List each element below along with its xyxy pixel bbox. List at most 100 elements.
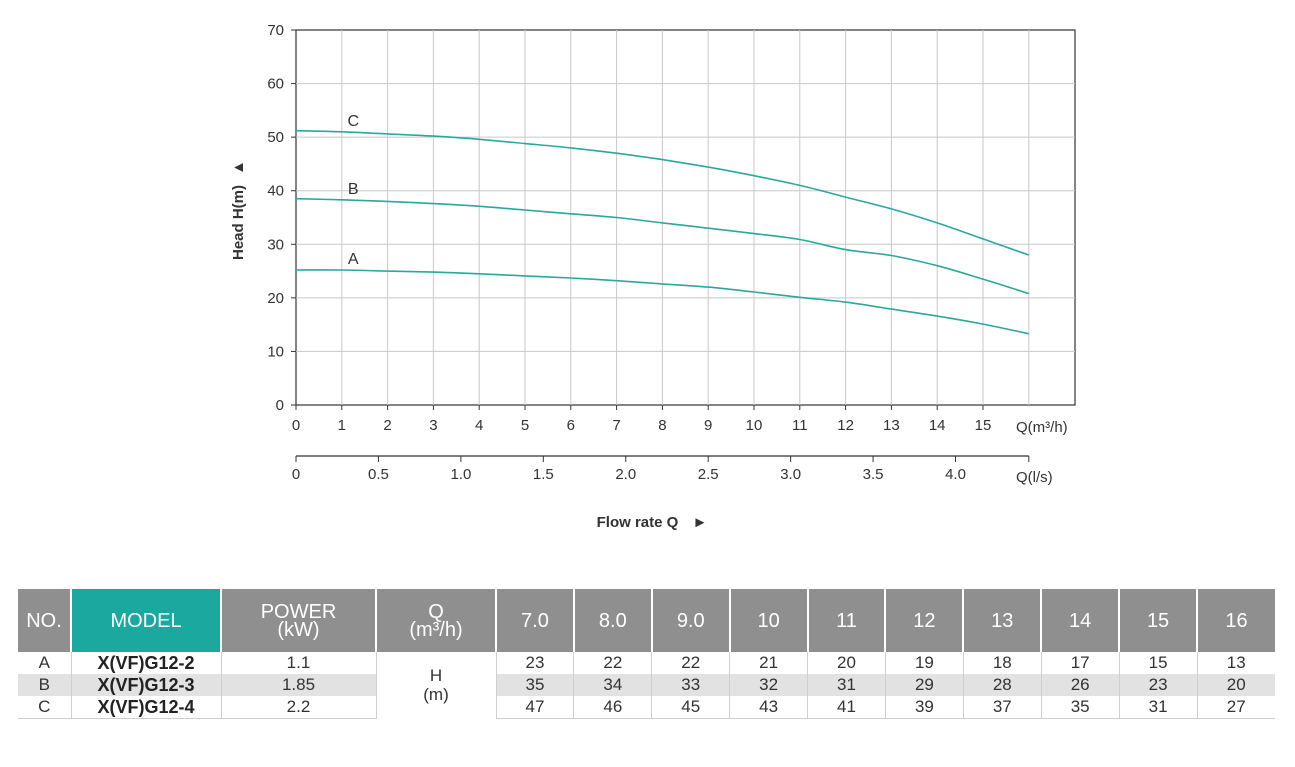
x-tick-label: 12 xyxy=(837,417,854,434)
cell-head: 21 xyxy=(729,652,809,674)
cell-head: 39 xyxy=(885,696,964,719)
cell-head: 17 xyxy=(1041,652,1120,674)
curve-b xyxy=(295,197,1030,295)
cell-head: 19 xyxy=(885,652,964,674)
y-tick-label: 30 xyxy=(267,236,284,253)
x-axis-title: Flow rate Q ► xyxy=(597,514,708,531)
cell-model: X(VF)G12-3 xyxy=(71,674,222,696)
cell-head: 45 xyxy=(651,696,731,719)
cell-head: 34 xyxy=(573,674,653,696)
x-axis-ls: 0 0.5 1.0 1.5 2.0 2.5 3.0 3.5 4.0 Q(l/s) xyxy=(292,455,1053,486)
header-power-label: POWER xyxy=(260,600,337,623)
cell-head: 13 xyxy=(1197,652,1275,674)
cell-head: 43 xyxy=(729,696,809,719)
header-flow: 12 xyxy=(885,589,965,652)
performance-table: NO. MODEL POWER (kW) Q (m³/h) 7.0 8.0 9.0 … xyxy=(18,589,1275,719)
cell-head: 23 xyxy=(496,652,575,674)
cell-no: A xyxy=(18,652,72,674)
curve-c xyxy=(295,129,1030,256)
x-tick-label: 14 xyxy=(929,417,946,434)
cell-head: 31 xyxy=(807,674,886,696)
x2-tick-label: 3.5 xyxy=(863,466,884,483)
curve-label-b: B xyxy=(348,181,359,198)
x-unit-label: Q(m³/h) xyxy=(1016,419,1068,436)
y-axis: 0 10 20 30 40 50 60 70 xyxy=(267,22,296,414)
header-power-unit: (kW) xyxy=(277,618,320,641)
header-q-unit: (m³/h) xyxy=(409,618,463,641)
x-tick-label: 13 xyxy=(883,417,900,434)
header-flow: 9.0 xyxy=(651,589,731,652)
x2-unit-label: Q(l/s) xyxy=(1016,469,1053,486)
cell-head: 47 xyxy=(496,696,575,719)
x-axis-arrow-icon: ► xyxy=(693,514,708,531)
y-tick-label: 10 xyxy=(267,343,284,360)
cell-head: 18 xyxy=(963,652,1042,674)
header-flow: 11 xyxy=(807,589,887,652)
x-axis-m3h: 0 1 2 3 4 5 6 7 8 9 10 11 12 13 14 15 Q(m³/h) xyxy=(292,405,1068,436)
cell-no: C xyxy=(18,696,72,719)
x-tick-label: 0 xyxy=(292,417,300,434)
cell-head: 28 xyxy=(963,674,1042,696)
svg-text:Head H(m) ▲: Head H(m) ▲ xyxy=(230,160,247,260)
curve-label-a: A xyxy=(348,251,359,268)
x2-tick-label: 0.5 xyxy=(368,466,389,483)
cell-head: 32 xyxy=(729,674,809,696)
x-tick-label: 11 xyxy=(792,417,808,434)
x2-tick-label: 4.0 xyxy=(945,466,966,483)
x-tick-label: 2 xyxy=(383,417,391,434)
header-flow: 10 xyxy=(729,589,809,652)
cell-h-unit: H (m) xyxy=(376,652,497,719)
cell-head: 35 xyxy=(1041,696,1120,719)
header-model: MODEL xyxy=(71,589,222,652)
chart-grid xyxy=(295,29,1076,406)
cell-power: 1.85 xyxy=(221,674,377,696)
y-axis-label: Head H(m) xyxy=(230,185,247,260)
cell-head: 22 xyxy=(651,652,731,674)
header-flow: 13 xyxy=(963,589,1043,652)
x-tick-label: 3 xyxy=(429,417,437,434)
x2-tick-label: 0 xyxy=(292,466,300,483)
x-tick-label: 10 xyxy=(746,417,763,434)
header-flow: 15 xyxy=(1119,589,1199,652)
performance-curves: A B C xyxy=(295,113,1030,335)
cell-model: X(VF)G12-2 xyxy=(71,652,222,674)
cell-model: X(VF)G12-4 xyxy=(71,696,222,719)
cell-head: 15 xyxy=(1119,652,1198,674)
x2-tick-label: 1.5 xyxy=(533,466,554,483)
cell-no: B xyxy=(18,674,72,696)
header-q-label: Q xyxy=(428,600,444,623)
x-tick-label: 7 xyxy=(612,417,620,434)
x-tick-label: 6 xyxy=(567,417,575,434)
x-tick-label: 5 xyxy=(521,417,529,434)
cell-head: 33 xyxy=(651,674,731,696)
x2-tick-label: 2.5 xyxy=(698,466,719,483)
x-axis-label: Flow rate Q xyxy=(597,514,679,531)
x2-tick-label: 2.0 xyxy=(615,466,636,483)
y-tick-label: 40 xyxy=(267,183,284,200)
cell-head: 27 xyxy=(1197,696,1275,719)
h-label: H xyxy=(429,666,443,686)
header-flow: 7.0 xyxy=(496,589,575,652)
cell-head: 46 xyxy=(573,696,653,719)
cell-head: 26 xyxy=(1041,674,1120,696)
y-tick-label: 20 xyxy=(267,290,284,307)
cell-head: 35 xyxy=(496,674,575,696)
header-power: POWER (kW) xyxy=(221,589,377,652)
cell-head: 31 xyxy=(1119,696,1198,719)
header-flow: 14 xyxy=(1041,589,1121,652)
x-tick-label: 1 xyxy=(338,417,346,434)
header-no: NO. xyxy=(18,589,72,652)
x-tick-label: 15 xyxy=(975,417,992,434)
cell-head: 29 xyxy=(885,674,964,696)
table-row: A X(VF)G12-2 1.1 H (m) 23 22 22 21 20 19 … xyxy=(18,652,1275,719)
y-axis-title: Head H(m) ▲ xyxy=(230,160,247,260)
cell-head: 22 xyxy=(573,652,653,674)
x2-tick-label: 3.0 xyxy=(780,466,801,483)
y-axis-arrow-icon: ▲ xyxy=(230,160,247,175)
cell-head: 41 xyxy=(807,696,886,719)
cell-power: 1.1 xyxy=(221,652,377,674)
curve-a xyxy=(295,269,1029,335)
header-flow: 16 xyxy=(1197,589,1275,652)
header-flow: 8.0 xyxy=(573,589,653,652)
